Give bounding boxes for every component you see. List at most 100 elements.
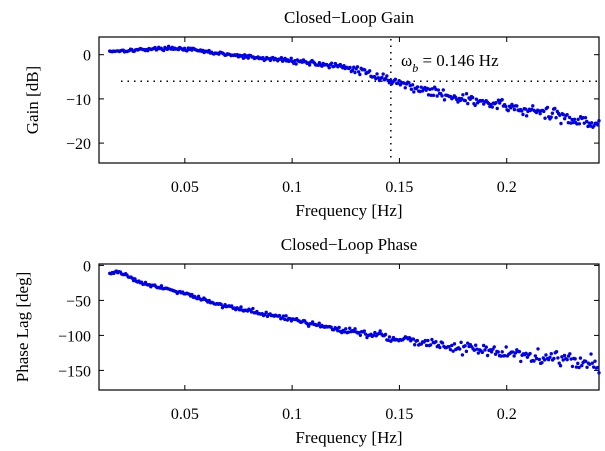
data-point [483,348,487,352]
data-point [185,49,189,53]
data-point [430,337,434,342]
data-point [537,357,542,362]
data-point [329,61,334,65]
data-point [350,68,355,72]
data-point [289,56,293,60]
data-point [561,358,565,362]
data-point [342,330,347,334]
data-point [595,365,600,370]
data-point [412,343,417,347]
phase-xlabel: Frequency [Hz] [295,428,402,447]
data-point [249,310,254,314]
data-point [357,330,361,335]
data-point [513,351,518,355]
data-point [327,66,331,70]
data-point [575,122,579,126]
data-point [570,117,574,122]
data-point [419,85,423,89]
data-point [519,359,523,364]
data-point [353,70,357,75]
data-point [549,352,553,356]
data-point [515,104,519,108]
data-point [281,314,286,318]
data-point [407,80,411,85]
data-point [159,284,164,288]
y-tick-label: −20 [66,136,91,153]
x-tick-label: 0.1 [282,406,302,423]
data-point [584,359,588,364]
data-point [517,349,522,354]
data-point [452,342,457,346]
data-point [473,343,478,347]
data-point [358,72,362,77]
data-point [381,72,385,76]
data-point [493,352,498,356]
data-point [346,330,351,334]
data-point [571,120,575,125]
data-point [283,317,287,322]
data-point [521,112,525,117]
data-point [353,327,357,331]
data-point [583,115,588,120]
phase-chart-title: Closed−Loop Phase [281,235,418,254]
data-point [468,97,472,102]
data-point [512,354,516,358]
data-point [464,349,469,354]
data-point [447,344,451,349]
data-point [424,343,429,348]
gain-plot-area [108,39,601,161]
data-point [570,364,575,369]
data-point [463,344,467,348]
data-point [441,88,445,92]
gain-plot-frame [98,36,600,164]
data-point [386,338,390,342]
data-point [436,88,441,92]
data-point [568,352,572,356]
data-point [460,353,465,357]
y-tick-label: 0 [83,258,91,275]
data-point [496,98,501,102]
data-point [540,360,544,365]
gain-chart-title: Closed−Loop Gain [284,8,414,27]
data-point [415,338,420,343]
data-point [429,93,433,97]
data-point [373,330,377,335]
data-point [480,350,485,355]
data-point [344,327,348,331]
data-point [442,98,447,102]
data-point [588,362,592,367]
data-point [412,90,416,94]
y-tick-label: −50 [66,293,91,310]
data-point [307,63,312,67]
gain-axis-ticks: 0.05 0.1 0.15 0.2 0 −10 −20 [66,37,599,196]
data-point [560,355,564,359]
data-point [459,340,463,345]
data-point [378,329,382,333]
data-point [500,98,504,102]
data-point [474,97,479,101]
data-point [219,302,223,307]
data-point [352,329,356,334]
data-point [403,86,407,90]
data-point [348,326,352,330]
y-tick-label: −150 [58,363,91,380]
data-point [352,65,356,69]
data-point [506,108,510,113]
y-tick-label: −10 [66,92,91,109]
data-point [574,365,579,369]
data-point [565,357,569,362]
data-point [407,336,412,340]
data-point [363,68,367,72]
data-point [557,361,561,365]
x-tick-label: 0.05 [171,406,199,423]
data-point [556,356,560,360]
data-point [562,116,567,121]
data-point [590,361,595,365]
data-point [190,292,194,297]
data-point [580,363,584,368]
data-point [428,343,433,347]
data-point [559,121,563,126]
data-point [523,107,528,111]
data-point [458,347,462,351]
x-tick-label: 0.15 [385,406,413,423]
